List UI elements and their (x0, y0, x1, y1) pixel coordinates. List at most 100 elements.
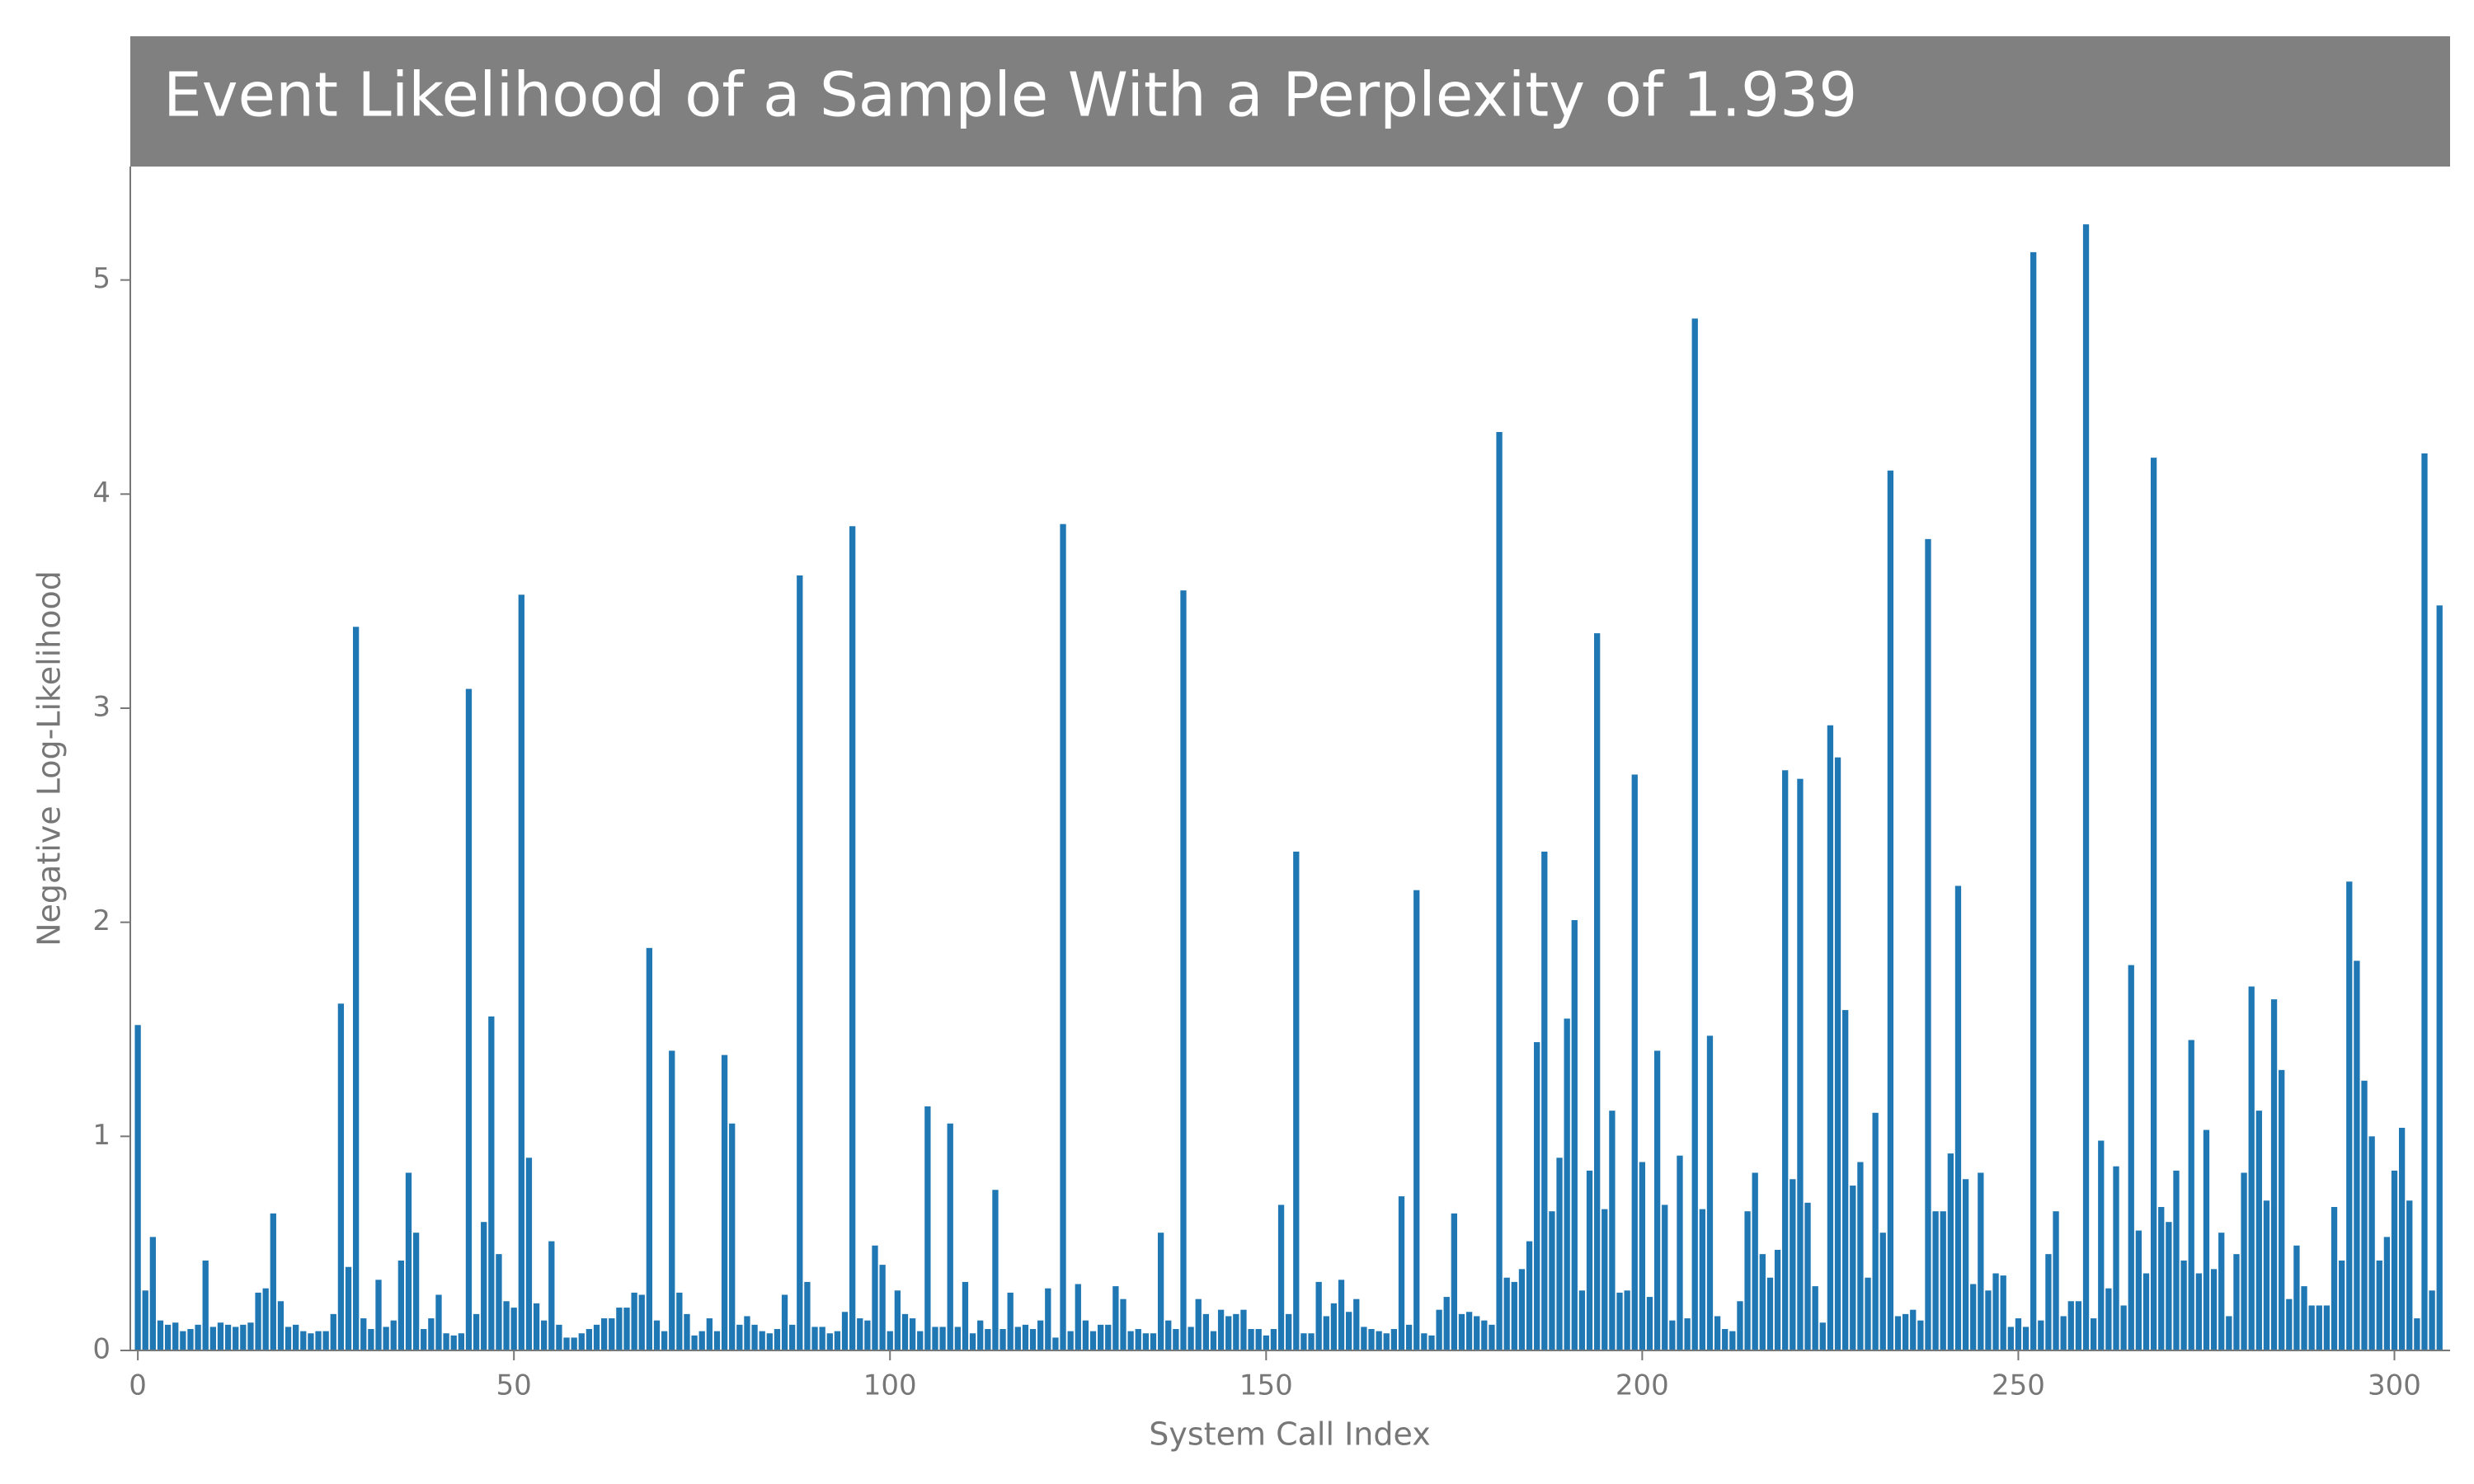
bar (1277, 1205, 1285, 1350)
bar (638, 1294, 645, 1350)
bar (1699, 1209, 1705, 1350)
bar (1286, 1313, 1292, 1350)
bar (2022, 1327, 2030, 1350)
bar (315, 1331, 322, 1350)
bar (518, 594, 524, 1350)
bar (2007, 1327, 2014, 1350)
bar (1910, 1309, 1917, 1350)
bar (1217, 1309, 1225, 1350)
bar (751, 1324, 758, 1350)
bar (804, 1281, 811, 1350)
bar (661, 1331, 668, 1350)
bar (1556, 1158, 1563, 1350)
bar (1489, 1324, 1495, 1350)
bar (1571, 920, 1578, 1350)
x-tick-label: 200 (1616, 1369, 1669, 1402)
bar (849, 526, 856, 1350)
bar (473, 1313, 480, 1350)
bar (1135, 1329, 1141, 1350)
bar (1804, 1202, 1811, 1350)
bar (1376, 1331, 1382, 1350)
bar (2429, 1290, 2435, 1350)
bar (1150, 1333, 1157, 1350)
x-tick-label: 100 (863, 1369, 917, 1402)
y-tick-label: 0 (92, 1333, 111, 1366)
bar (285, 1327, 292, 1350)
bar (1714, 1316, 1721, 1350)
bar (1165, 1320, 1172, 1350)
bar (1842, 1010, 1849, 1350)
bar (1060, 524, 1066, 1350)
bar (1014, 1327, 1021, 1350)
bar (1428, 1335, 1435, 1350)
bar (450, 1335, 457, 1350)
bar (2135, 1230, 2142, 1350)
bar (676, 1292, 683, 1350)
bar (706, 1318, 713, 1350)
bar (1834, 757, 1841, 1350)
bar (834, 1331, 841, 1350)
bar (195, 1324, 201, 1350)
bar (1737, 1301, 1743, 1350)
bar (496, 1254, 502, 1350)
bar (1744, 1211, 1751, 1350)
bar (1962, 1179, 1969, 1350)
bar (939, 1327, 946, 1350)
bar (2210, 1269, 2218, 1350)
bar (2406, 1200, 2413, 1350)
bar (631, 1292, 637, 1350)
bar (1850, 1186, 1856, 1350)
bar (1609, 1111, 1616, 1350)
x-tick-label: 250 (1992, 1369, 2045, 1402)
bar (1323, 1316, 1329, 1350)
bar (571, 1337, 577, 1350)
bar (1790, 1179, 1796, 1350)
bar (1549, 1211, 1555, 1350)
bar (1465, 1312, 1473, 1350)
bar (669, 1050, 675, 1350)
bar (999, 1329, 1006, 1350)
bar (593, 1324, 600, 1350)
bar (2098, 1140, 2105, 1350)
bar (1315, 1281, 1322, 1350)
bar (774, 1329, 781, 1350)
bar (864, 1320, 871, 1350)
bar (1345, 1312, 1352, 1350)
bar (345, 1266, 352, 1350)
bar (1985, 1290, 1992, 1350)
bar (2045, 1254, 2052, 1350)
bar (1007, 1292, 1014, 1350)
bar (412, 1233, 420, 1350)
bar (1127, 1331, 1134, 1350)
bar (789, 1324, 796, 1350)
bar (1865, 1277, 1871, 1350)
bar (1451, 1213, 1457, 1350)
bar (1879, 1233, 1886, 1350)
bar (1653, 1050, 1661, 1350)
bar (684, 1313, 690, 1350)
bar (435, 1294, 442, 1350)
bar (2270, 999, 2278, 1350)
bar (1474, 1316, 1480, 1350)
bar (2398, 1127, 2406, 1350)
bar (1616, 1292, 1623, 1350)
chart-title: Event Likelihood of a Sample With a Perp… (163, 60, 1857, 131)
bar (1112, 1286, 1119, 1350)
bar (744, 1316, 750, 1350)
bar (1089, 1331, 1097, 1350)
bar (1173, 1329, 1179, 1350)
bar (405, 1172, 412, 1350)
bar (653, 1320, 661, 1350)
bar (1413, 890, 1420, 1350)
bar (1639, 1162, 1646, 1350)
bar (525, 1158, 533, 1350)
bar (1075, 1284, 1081, 1350)
bar (1330, 1303, 1338, 1350)
bar (1270, 1329, 1277, 1350)
bar (563, 1337, 570, 1350)
bar (1631, 774, 1638, 1350)
bar (2361, 1080, 2368, 1350)
bar (1819, 1322, 1826, 1350)
bar (1782, 770, 1789, 1350)
bar (503, 1301, 510, 1350)
